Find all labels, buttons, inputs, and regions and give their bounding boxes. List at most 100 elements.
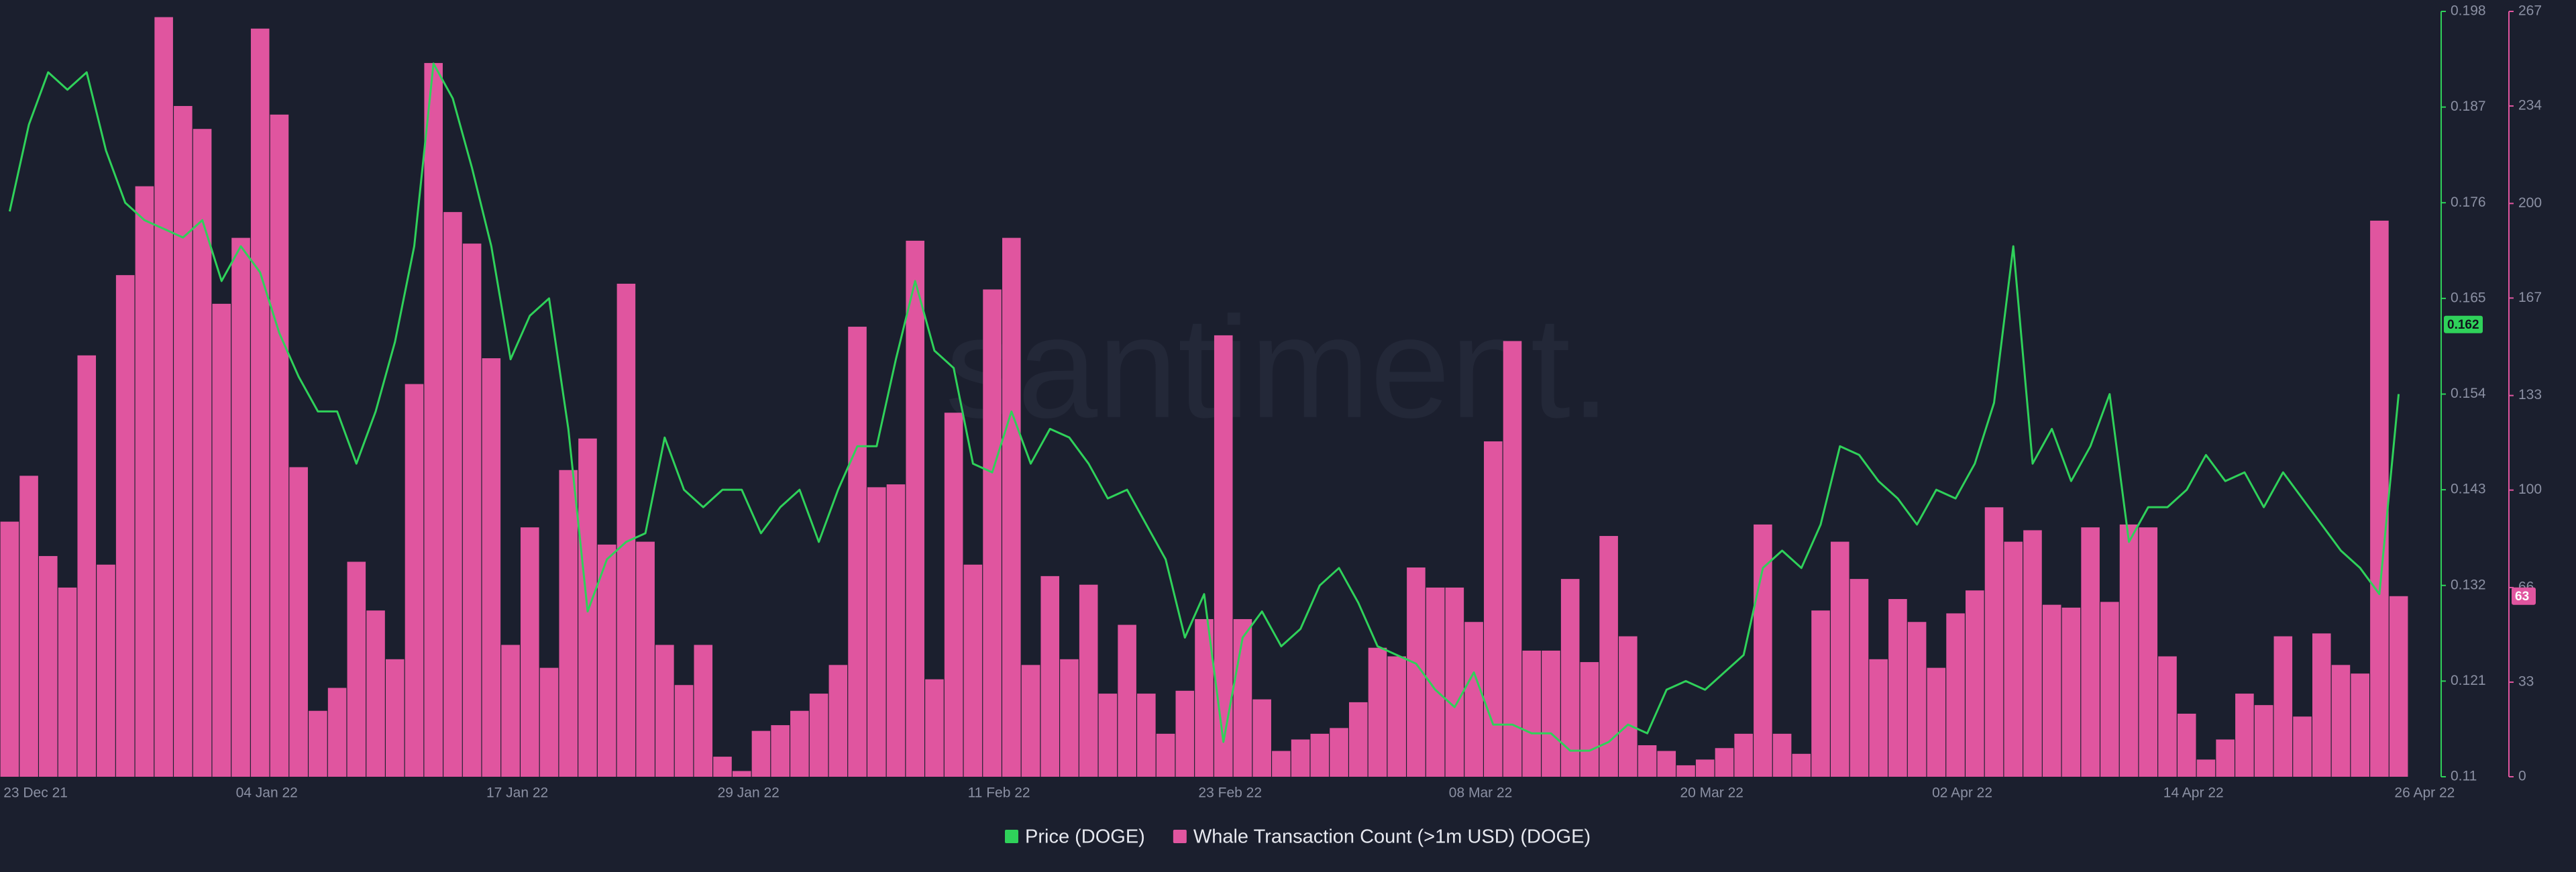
bar [2177, 713, 2196, 777]
bar [1021, 665, 1040, 777]
bar [655, 645, 674, 777]
bar [1966, 590, 1984, 777]
bar [1060, 659, 1079, 777]
bar [231, 237, 250, 777]
bar [366, 610, 385, 777]
bar [713, 757, 732, 777]
bar [1310, 733, 1330, 777]
bar [347, 561, 366, 777]
x-tick-label: 23 Feb 22 [1198, 785, 1262, 801]
bar [174, 106, 193, 777]
bar [1522, 650, 1542, 777]
bar [1869, 659, 1888, 777]
current-value-badge [2512, 587, 2536, 605]
bar [2254, 705, 2273, 777]
bar [1137, 694, 1156, 777]
legend-label: Price (DOGE) [1025, 826, 1145, 848]
y-tick-label: 0.187 [2451, 99, 2486, 114]
x-tick-label: 08 Mar 22 [1449, 785, 1513, 801]
bar [1754, 524, 1772, 777]
bar [2023, 530, 2042, 777]
bar [270, 114, 289, 777]
bar [1638, 745, 1657, 777]
price-line [8, 62, 2400, 752]
current-value-badge [2444, 315, 2483, 333]
bar [2216, 739, 2235, 777]
bar [2119, 524, 2139, 777]
bar [97, 564, 115, 777]
bar [1542, 650, 1560, 777]
bar [1233, 618, 1252, 777]
y-tick-label: 0.165 [2451, 290, 2486, 305]
bar [115, 275, 135, 777]
bar [385, 659, 405, 777]
x-tick-label: 02 Apr 22 [1932, 785, 1992, 801]
bar [616, 283, 636, 777]
bar [1098, 694, 1118, 777]
bar [0, 521, 19, 777]
bar [1503, 341, 1522, 777]
bar [327, 688, 347, 777]
bar [405, 384, 424, 777]
bar [2273, 636, 2293, 777]
x-tick-label: 14 Apr 22 [2163, 785, 2224, 801]
bar [443, 212, 462, 777]
y2-tick-label: 33 [2518, 674, 2534, 690]
bar [1040, 576, 1060, 777]
y-tick-label: 0.154 [2451, 386, 2486, 401]
bar [2139, 527, 2158, 777]
bar [828, 665, 848, 777]
bar [1445, 587, 1464, 777]
bar [289, 467, 308, 777]
bar [2004, 541, 2023, 777]
bar [1946, 613, 1965, 777]
bar [2196, 759, 2216, 777]
bar [2370, 220, 2389, 777]
bar [1715, 748, 1734, 777]
bar [77, 355, 97, 777]
bar [886, 484, 906, 777]
x-tick-label: 26 Apr 22 [2394, 785, 2455, 801]
y2-tick-label: 167 [2518, 290, 2542, 305]
bar [2100, 602, 2119, 777]
bar [2158, 656, 2177, 777]
x-tick-label: 11 Feb 22 [968, 785, 1030, 801]
bar [1580, 662, 1599, 777]
bar [1984, 507, 2004, 777]
y-tick-label: 0.132 [2451, 577, 2486, 592]
bar [925, 679, 944, 777]
bar [1156, 733, 1175, 777]
x-tick-label: 29 Jan 22 [718, 785, 780, 801]
y-tick-label: 0.198 [2451, 3, 2486, 19]
bar [521, 527, 539, 777]
bar [1849, 579, 1869, 777]
bar [867, 487, 886, 777]
bar [636, 541, 655, 777]
bar [944, 413, 963, 777]
legend-label: Whale Transaction Count (>1m USD) (DOGE) [1193, 826, 1591, 848]
bar [1811, 610, 1830, 777]
bar [1619, 636, 1638, 777]
bar [694, 645, 713, 777]
bar [597, 544, 616, 777]
bar [39, 555, 58, 777]
bar [751, 730, 771, 777]
bar [809, 694, 828, 777]
x-tick-label: 04 Jan 22 [236, 785, 298, 801]
bar [482, 358, 501, 777]
bar [1907, 622, 1927, 777]
bar [1291, 739, 1310, 777]
bar [2235, 694, 2254, 777]
bar [1330, 728, 1348, 777]
bar [1927, 667, 1946, 777]
bar [539, 667, 559, 777]
bar [1676, 765, 1695, 777]
bar [1464, 622, 1483, 777]
bar [1002, 237, 1021, 777]
bar [1657, 751, 1676, 777]
legend-swatch [1005, 830, 1018, 843]
y-tick-label: 0.121 [2451, 673, 2486, 688]
bar [2061, 607, 2081, 777]
